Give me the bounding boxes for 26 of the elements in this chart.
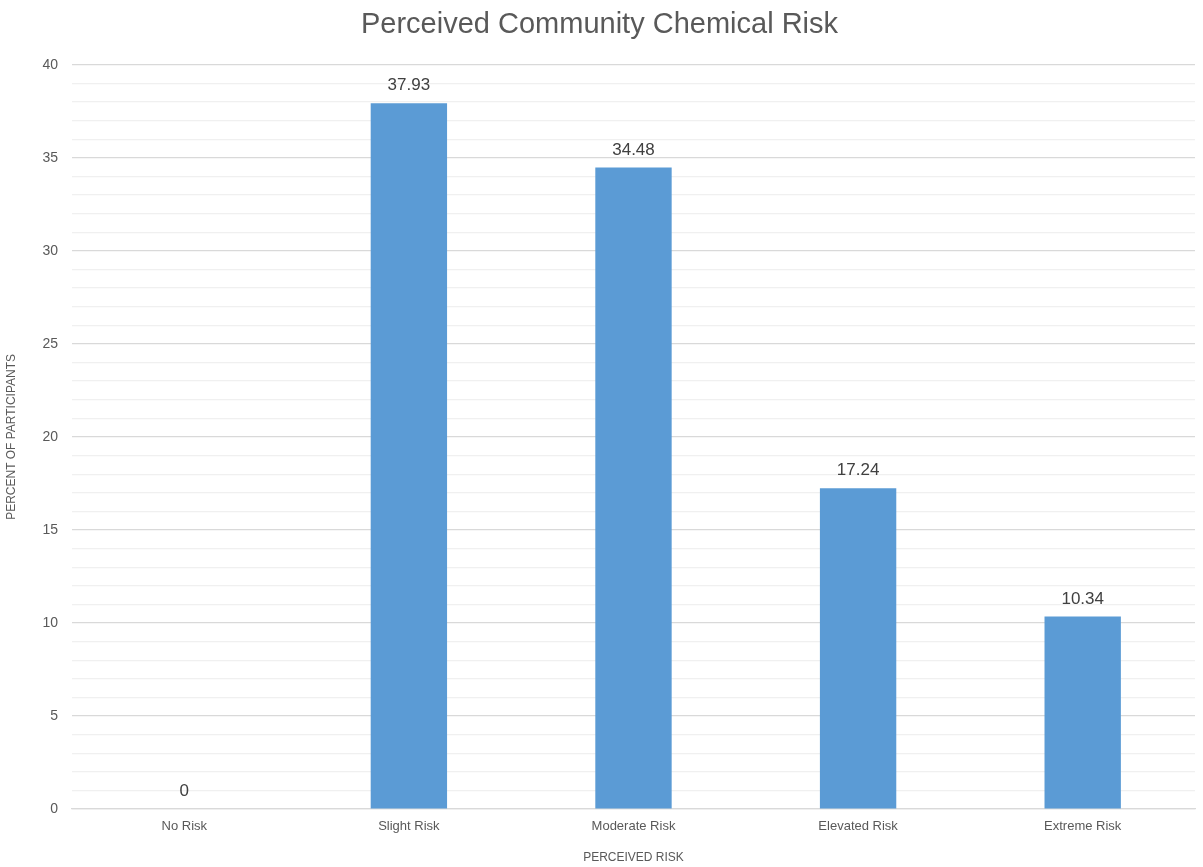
- data-label: 10.34: [1061, 588, 1104, 608]
- y-axis-title: PERCENT OF PARTICIPANTS: [3, 353, 18, 520]
- y-tick-label: 10: [42, 613, 59, 630]
- data-label: 34.48: [612, 139, 655, 159]
- bar: [595, 167, 672, 809]
- x-tick-label: Elevated Risk: [818, 818, 899, 834]
- x-tick-label: Slight Risk: [378, 818, 441, 834]
- y-tick-label: 15: [42, 520, 59, 537]
- x-axis-title: PERCEIVED RISK: [583, 850, 684, 865]
- chart-title: Perceived Community Chemical Risk: [360, 7, 839, 40]
- y-tick-label: 30: [42, 241, 59, 258]
- y-tick-label: 35: [42, 148, 59, 165]
- y-tick-label: 25: [42, 334, 59, 351]
- x-tick-label: Extreme Risk: [1044, 818, 1122, 834]
- y-tick-label: 0: [50, 799, 59, 816]
- bar: [370, 103, 448, 809]
- y-tick-label: 5: [50, 706, 59, 723]
- data-label: 0: [179, 781, 190, 801]
- y-tick-label: 20: [42, 427, 59, 444]
- data-label: 17.24: [836, 460, 880, 480]
- bar: [1044, 616, 1121, 809]
- x-tick-label: Moderate Risk: [591, 818, 676, 834]
- y-tick-label: 40: [42, 55, 59, 72]
- x-tick-label: No Risk: [161, 818, 208, 834]
- bar: [819, 488, 897, 809]
- data-label: 37.93: [387, 75, 431, 95]
